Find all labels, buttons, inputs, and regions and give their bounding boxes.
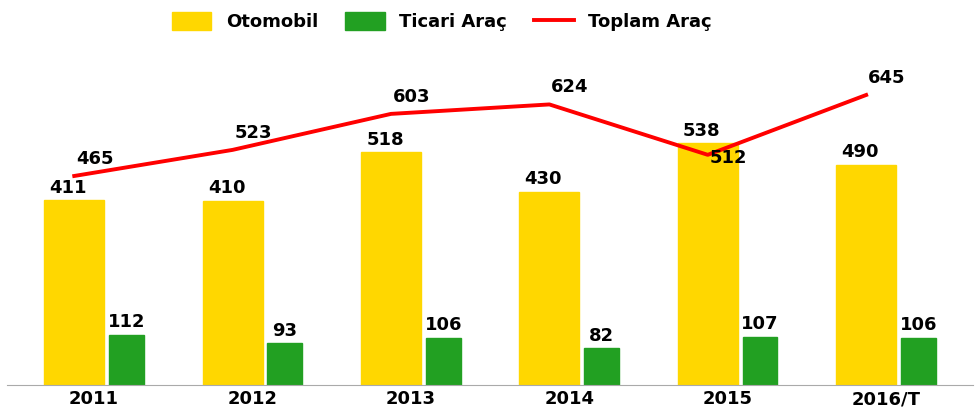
Text: 107: 107 xyxy=(741,315,779,333)
Bar xyxy=(743,337,777,385)
Bar xyxy=(361,152,421,385)
Legend: Otomobil, Ticari Araç, Toplam Araç: Otomobil, Ticari Araç, Toplam Araç xyxy=(165,5,719,39)
Text: 411: 411 xyxy=(49,179,87,197)
Bar xyxy=(44,200,104,385)
Text: 93: 93 xyxy=(272,322,297,340)
Text: 518: 518 xyxy=(367,131,404,149)
Bar xyxy=(268,343,302,385)
Bar xyxy=(519,192,579,385)
Bar xyxy=(426,337,461,385)
Text: 106: 106 xyxy=(424,316,462,334)
Text: 106: 106 xyxy=(900,316,937,334)
Text: 512: 512 xyxy=(710,149,747,167)
Bar xyxy=(584,348,619,385)
Text: 645: 645 xyxy=(868,69,906,87)
Bar xyxy=(836,165,897,385)
Bar xyxy=(678,143,738,385)
Bar xyxy=(203,201,263,385)
Text: 465: 465 xyxy=(76,150,114,168)
Text: 490: 490 xyxy=(842,143,879,161)
Text: 82: 82 xyxy=(589,327,614,345)
Bar xyxy=(109,335,144,385)
Text: 523: 523 xyxy=(234,124,272,142)
Text: 410: 410 xyxy=(208,179,245,197)
Text: 538: 538 xyxy=(683,122,720,139)
Text: 603: 603 xyxy=(393,88,430,106)
Text: 112: 112 xyxy=(108,313,145,331)
Bar xyxy=(901,337,936,385)
Text: 624: 624 xyxy=(551,78,589,96)
Text: 430: 430 xyxy=(524,170,563,188)
